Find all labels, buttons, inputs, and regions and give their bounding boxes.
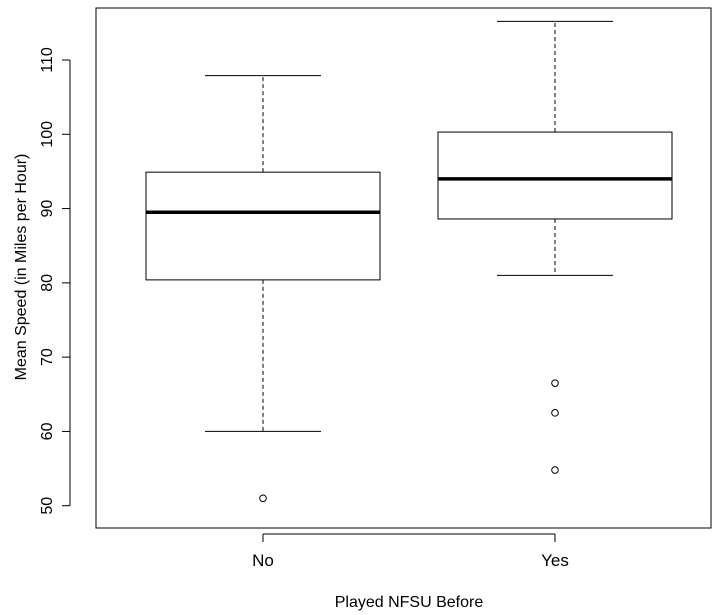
y-tick-label: 50 xyxy=(39,497,56,515)
box-yes xyxy=(437,20,673,474)
y-axis-title: Mean Speed (in Miles per Hour) xyxy=(13,154,30,381)
outlier-point xyxy=(551,466,559,474)
iqr-box xyxy=(145,171,381,281)
y-axis: 50 60 70 80 90 100 110 xyxy=(39,47,71,515)
box-no xyxy=(145,75,381,503)
y-tick-label: 80 xyxy=(39,274,56,292)
outlier-point xyxy=(551,379,559,387)
x-axis-title: Played NFSU Before xyxy=(335,594,484,611)
y-tick-label: 110 xyxy=(39,47,56,73)
outlier-point xyxy=(551,409,559,417)
boxes xyxy=(145,20,673,503)
outlier-point xyxy=(259,494,267,503)
y-tick-label: 100 xyxy=(39,121,56,148)
x-tick-label-yes: Yes xyxy=(541,551,569,570)
x-axis: No Yes xyxy=(252,533,569,570)
x-tick-label-no: No xyxy=(252,551,274,570)
plot-frame xyxy=(95,7,712,529)
iqr-box xyxy=(437,131,673,220)
y-tick-label: 90 xyxy=(39,200,56,218)
y-tick-label: 70 xyxy=(39,348,56,366)
y-tick-label: 60 xyxy=(39,422,56,440)
